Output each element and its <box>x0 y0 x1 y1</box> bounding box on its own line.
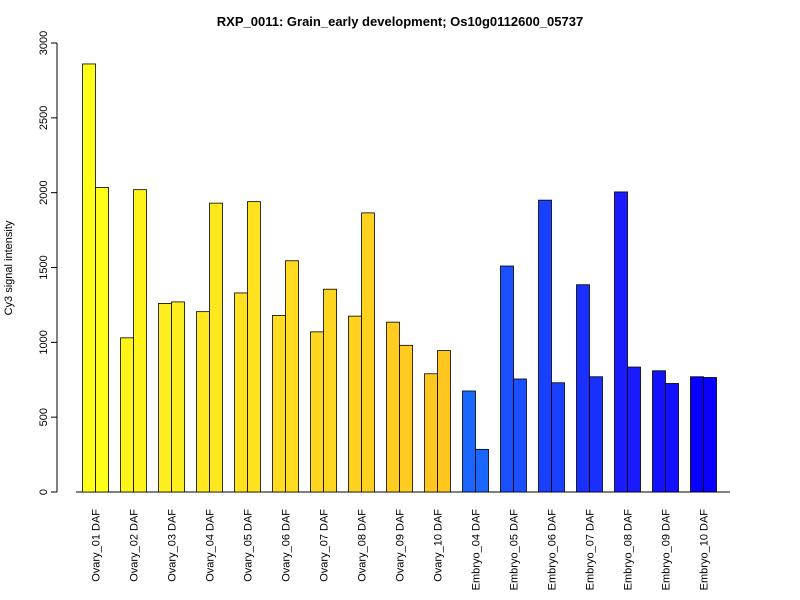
x-tick-label: Ovary_04 DAF <box>205 509 217 582</box>
bar <box>703 377 717 493</box>
bar <box>348 315 362 493</box>
bar <box>386 321 400 493</box>
bar <box>171 301 185 493</box>
x-tick-label: Embryo_05 DAF <box>509 509 521 591</box>
bar <box>361 212 375 493</box>
y-tick-label: 0 <box>38 489 50 495</box>
bar <box>513 378 527 493</box>
y-tick-label: 500 <box>38 408 50 426</box>
y-tick-label: 1500 <box>38 255 50 279</box>
bar <box>665 383 679 493</box>
bar <box>234 292 248 493</box>
bar <box>158 303 172 493</box>
x-tick-label: Ovary_03 DAF <box>167 509 179 582</box>
bar <box>627 366 641 493</box>
bar <box>310 331 324 493</box>
bar <box>500 265 514 493</box>
bar <box>551 382 565 493</box>
bar <box>475 448 489 493</box>
x-tick-label: Embryo_07 DAF <box>585 509 597 591</box>
y-tick-label: 3000 <box>38 31 50 55</box>
x-tick-label: Ovary_09 DAF <box>395 509 407 582</box>
y-axis: 0 500 1000 1500 2000 2500 3000 <box>38 31 58 495</box>
bar <box>589 376 603 493</box>
bar <box>437 350 451 493</box>
bar <box>538 199 552 493</box>
x-tick-label: Ovary_06 DAF <box>281 509 293 582</box>
x-tick-label: Embryo_10 DAF <box>699 509 711 591</box>
bar <box>247 201 261 493</box>
bar <box>209 202 223 493</box>
bar <box>133 189 147 493</box>
bar <box>614 191 628 493</box>
y-tick-label: 2500 <box>38 106 50 130</box>
bar <box>576 284 590 493</box>
y-axis-label: Cy3 signal intensity <box>3 220 15 315</box>
x-tick-label: Embryo_09 DAF <box>661 509 673 591</box>
bar <box>82 63 96 493</box>
bar <box>196 311 210 493</box>
bar <box>272 314 286 493</box>
x-tick-label: Ovary_02 DAF <box>129 509 141 582</box>
x-tick-label: Embryo_04 DAF <box>471 509 483 591</box>
bar <box>399 344 413 493</box>
x-tick-label: Ovary_10 DAF <box>433 509 445 582</box>
x-tick-label: Ovary_08 DAF <box>357 509 369 582</box>
bar <box>424 373 438 493</box>
bar <box>285 260 299 493</box>
x-tick-label: Embryo_08 DAF <box>623 509 635 591</box>
bar <box>323 288 337 493</box>
bar <box>690 376 704 493</box>
bar <box>652 370 666 493</box>
bars-group <box>82 63 717 493</box>
bar <box>95 187 109 493</box>
x-tick-label: Ovary_05 DAF <box>243 509 255 582</box>
category-labels: Ovary_01 DAF Ovary_02 DAF Ovary_03 DAF Ovar… <box>91 509 711 591</box>
bar <box>462 390 476 493</box>
y-tick-label: 1000 <box>38 330 50 354</box>
y-tick-label: 2000 <box>38 180 50 204</box>
chart-title: RXP_0011: Grain_early development; Os10g… <box>217 14 583 29</box>
x-tick-label: Embryo_06 DAF <box>547 509 559 591</box>
x-tick-label: Ovary_01 DAF <box>91 509 103 582</box>
x-tick-label: Ovary_07 DAF <box>319 509 331 582</box>
bar <box>120 337 134 493</box>
